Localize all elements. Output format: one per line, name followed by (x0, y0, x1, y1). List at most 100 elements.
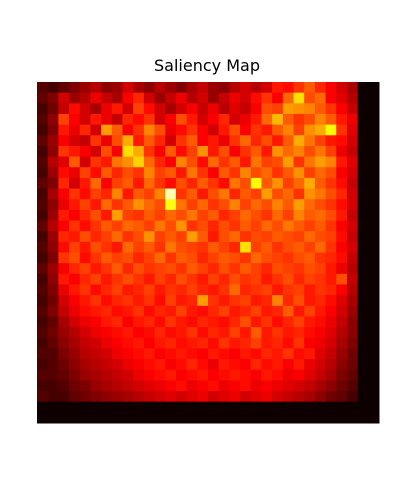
heatmap-cell (144, 146, 155, 157)
heatmap-cell (336, 263, 347, 274)
heatmap-cell (326, 242, 337, 253)
heatmap-cell (294, 338, 305, 349)
heatmap-cell (37, 391, 48, 402)
heatmap-cell (294, 103, 305, 114)
heatmap-cell (197, 295, 208, 306)
heatmap-cell (326, 359, 337, 370)
heatmap-cell (208, 284, 219, 295)
heatmap-cell (347, 402, 358, 413)
heatmap-cell (197, 135, 208, 146)
heatmap-cell (80, 125, 91, 136)
heatmap-cell (176, 93, 187, 104)
heatmap-cell (80, 178, 91, 189)
heatmap-cell (229, 380, 240, 391)
heatmap-cell (368, 135, 379, 146)
heatmap-cell (133, 327, 144, 338)
heatmap-cell (240, 370, 251, 381)
heatmap-cell (123, 189, 134, 200)
heatmap-cell (90, 391, 101, 402)
heatmap-cell (358, 125, 369, 136)
heatmap-cell (37, 242, 48, 253)
heatmap-cell (176, 146, 187, 157)
heatmap-cell (165, 316, 176, 327)
heatmap-cell (229, 189, 240, 200)
heatmap-cell (261, 253, 272, 264)
heatmap-cell (208, 370, 219, 381)
heatmap-cell (155, 103, 166, 114)
heatmap-cell (165, 242, 176, 253)
heatmap-cell (251, 135, 262, 146)
heatmap-cell (123, 242, 134, 253)
heatmap-cell (208, 157, 219, 168)
heatmap-cell (240, 221, 251, 232)
heatmap-cell (133, 93, 144, 104)
heatmap-cell (176, 199, 187, 210)
heatmap-cell (304, 135, 315, 146)
heatmap-cell (80, 135, 91, 146)
heatmap-cell (37, 402, 48, 413)
heatmap-cell (90, 231, 101, 242)
heatmap-cell (197, 327, 208, 338)
heatmap-cell (90, 359, 101, 370)
heatmap-cell (144, 412, 155, 423)
heatmap-cell (283, 359, 294, 370)
heatmap-cell (69, 242, 80, 253)
heatmap-cell (37, 263, 48, 274)
heatmap-cell (80, 114, 91, 125)
heatmap-cell (165, 348, 176, 359)
heatmap-cell (80, 316, 91, 327)
heatmap-cell (240, 327, 251, 338)
heatmap-cell (315, 274, 326, 285)
heatmap-cell (240, 306, 251, 317)
heatmap-cell (294, 146, 305, 157)
heatmap-cell (358, 146, 369, 157)
heatmap-cell (69, 274, 80, 285)
heatmap-cell (37, 231, 48, 242)
heatmap-cell (336, 327, 347, 338)
heatmap-cell (358, 189, 369, 200)
heatmap-cell (261, 125, 272, 136)
heatmap-cell (304, 178, 315, 189)
heatmap-cell (219, 125, 230, 136)
heatmap-cell (80, 167, 91, 178)
heatmap-cell (336, 316, 347, 327)
heatmap-cell (176, 295, 187, 306)
heatmap-cell (69, 114, 80, 125)
heatmap-cell (304, 199, 315, 210)
heatmap-cell (251, 295, 262, 306)
heatmap-cell (187, 103, 198, 114)
heatmap-cell (176, 380, 187, 391)
heatmap-cell (283, 402, 294, 413)
heatmap-cell (197, 231, 208, 242)
heatmap-cell (368, 274, 379, 285)
heatmap-cell (112, 263, 123, 274)
heatmap-cell (315, 295, 326, 306)
heatmap-cell (294, 231, 305, 242)
heatmap-cell (48, 135, 59, 146)
heatmap-cell (165, 253, 176, 264)
heatmap-cell (208, 274, 219, 285)
heatmap-cell (101, 338, 112, 349)
heatmap-cell (80, 146, 91, 157)
heatmap-cell (101, 348, 112, 359)
heatmap-cell (240, 274, 251, 285)
heatmap-cell (229, 253, 240, 264)
heatmap-cell (358, 391, 369, 402)
heatmap-cell (133, 412, 144, 423)
heatmap-cell (304, 306, 315, 317)
heatmap-cell (133, 274, 144, 285)
heatmap-cell (219, 263, 230, 274)
heatmap-cell (48, 263, 59, 274)
heatmap-cell (69, 210, 80, 221)
heatmap-cell (294, 306, 305, 317)
heatmap-cell (165, 370, 176, 381)
heatmap-cell (368, 284, 379, 295)
heatmap-cell (294, 189, 305, 200)
heatmap-cell (304, 231, 315, 242)
heatmap-cell (133, 380, 144, 391)
heatmap-cell (144, 114, 155, 125)
heatmap-cell (368, 327, 379, 338)
heatmap-cell (123, 221, 134, 232)
heatmap-cell (326, 306, 337, 317)
heatmap-cell (123, 306, 134, 317)
